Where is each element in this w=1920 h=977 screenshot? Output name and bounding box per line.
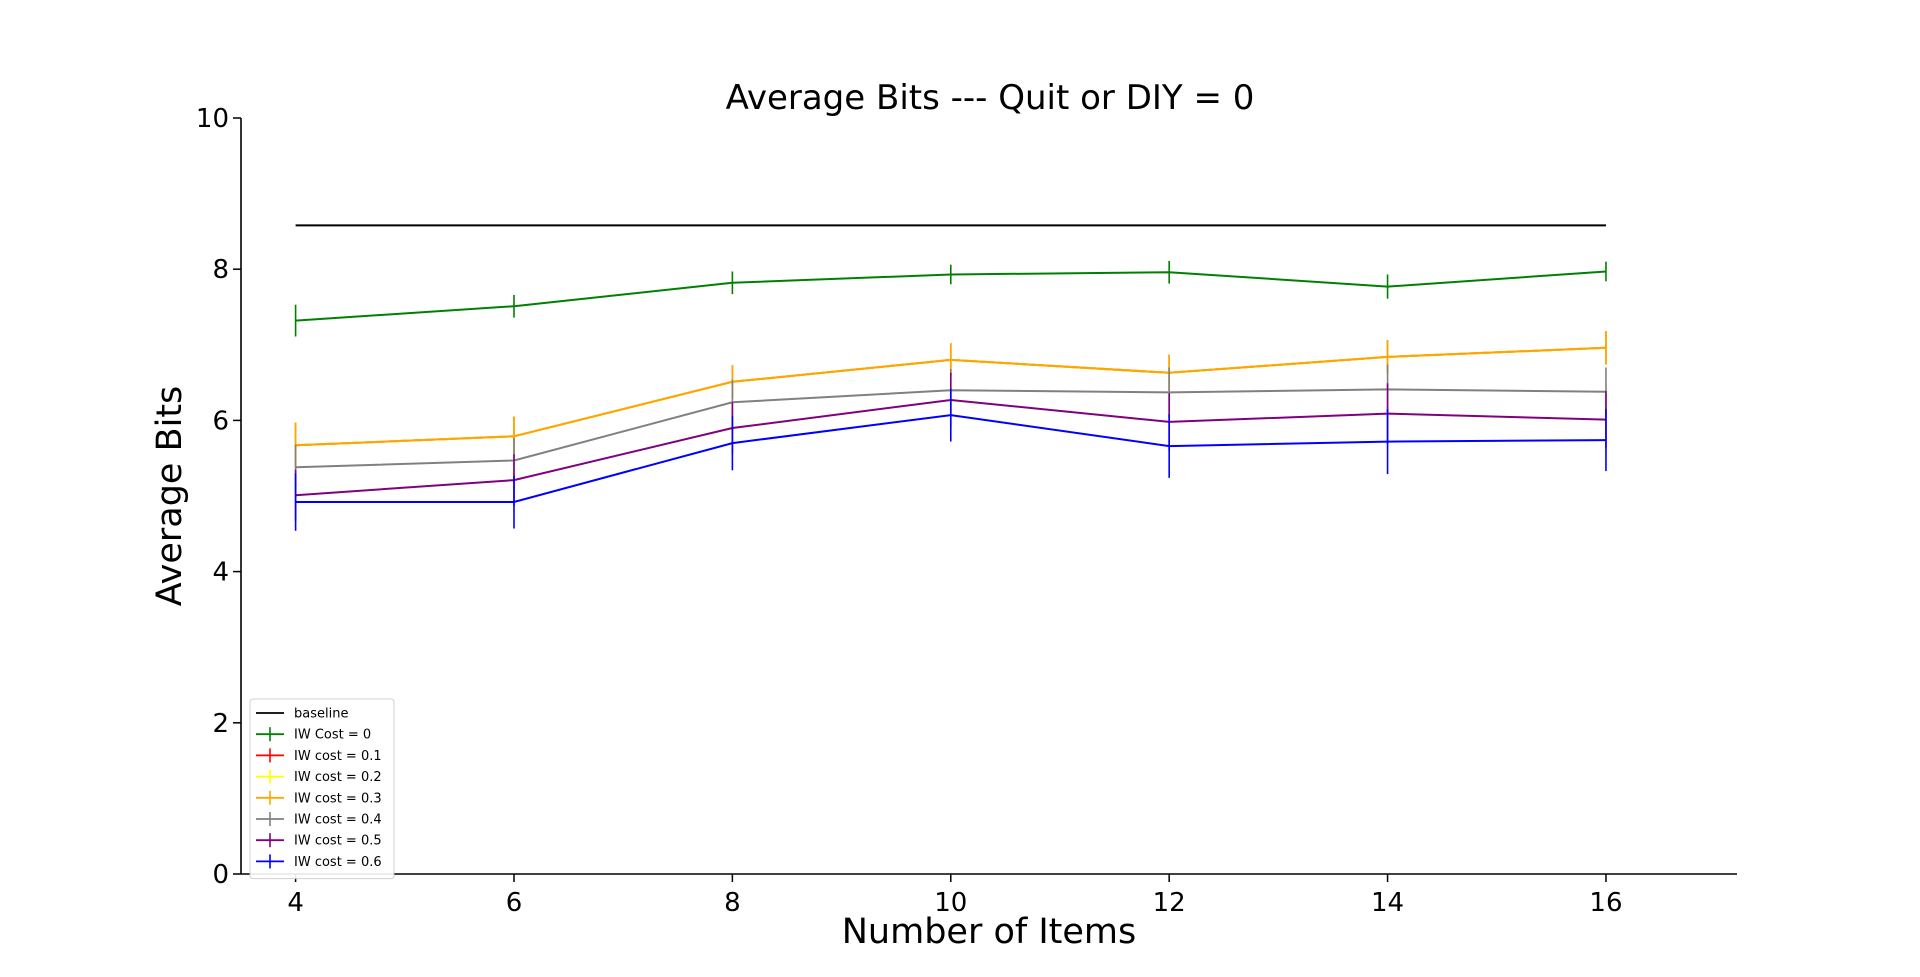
- x-tick-label: 14: [1371, 888, 1404, 918]
- legend-label: IW cost = 0.2: [294, 770, 382, 785]
- y-tick-label: 4: [212, 558, 229, 588]
- x-tick-label: 10: [934, 888, 967, 918]
- legend: baseline IW Cost = 0 IW cost = 0.1 IW cost …: [249, 698, 395, 880]
- y-tick-label: 10: [196, 104, 229, 134]
- legend-label: IW cost = 0.1: [294, 749, 382, 764]
- x-tick-label: 8: [724, 888, 741, 918]
- series-iw-cost-0-6: [294, 388, 1607, 531]
- y-axis-label: Average Bits: [150, 386, 190, 607]
- x-ticks: 4 6 8 10 12 14 16: [287, 874, 1623, 918]
- legend-label: baseline: [294, 707, 348, 722]
- legend-label: IW cost = 0.4: [294, 813, 382, 828]
- chart-title: Average Bits --- Quit or DIY = 0: [726, 78, 1255, 118]
- legend-label: IW cost = 0.5: [294, 834, 382, 849]
- x-tick-label: 4: [287, 888, 304, 918]
- legend-label: IW Cost = 0: [294, 728, 371, 743]
- x-tick-label: 6: [506, 888, 523, 918]
- y-tick-label: 6: [212, 406, 229, 436]
- y-tick-label: 0: [212, 860, 229, 890]
- y-ticks: 0 2 4 6 8 10: [196, 104, 241, 890]
- legend-label: IW cost = 0.6: [294, 855, 382, 870]
- y-tick-label: 8: [212, 255, 229, 285]
- legend-box: [249, 698, 395, 880]
- series-iw-cost-0: [294, 260, 1607, 337]
- x-tick-label: 12: [1153, 888, 1186, 918]
- legend-label: IW cost = 0.3: [294, 791, 382, 806]
- x-tick-label: 16: [1589, 888, 1622, 918]
- x-axis-label: Number of Items: [842, 912, 1137, 952]
- y-tick-label: 2: [212, 709, 229, 739]
- plot-area: [294, 224, 1607, 531]
